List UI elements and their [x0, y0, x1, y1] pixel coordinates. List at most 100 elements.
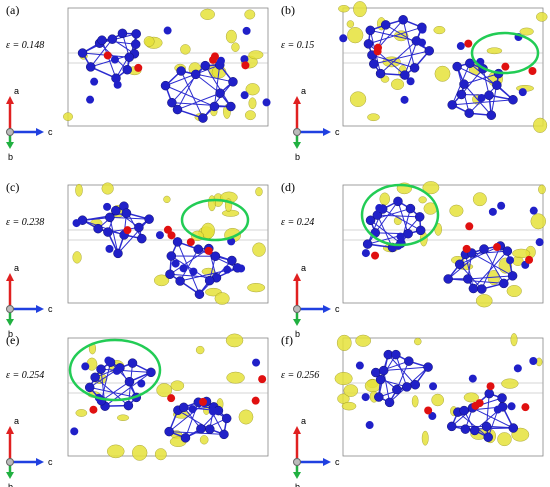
bond	[169, 431, 225, 435]
arrow-b	[6, 142, 14, 149]
isosurface	[200, 8, 215, 20]
isosurface	[334, 371, 353, 386]
atom	[86, 95, 95, 104]
atom	[104, 356, 113, 365]
isosurface	[338, 5, 350, 13]
atom	[123, 400, 134, 411]
isosurface	[418, 196, 427, 204]
arrow-a	[6, 273, 14, 281]
atom	[468, 283, 479, 294]
oxygen-atom	[103, 51, 112, 60]
isosurface	[486, 47, 503, 55]
bond	[165, 85, 215, 107]
atom	[209, 101, 220, 112]
atom	[378, 365, 389, 376]
isosurface	[449, 204, 464, 217]
atom	[176, 66, 186, 76]
bond	[383, 370, 391, 403]
atom	[375, 68, 386, 79]
atom	[469, 425, 480, 436]
axis-label: c	[48, 457, 53, 467]
atom	[446, 421, 457, 432]
atom	[365, 421, 374, 430]
atom	[163, 26, 172, 35]
bond	[472, 407, 514, 429]
isosurface	[475, 294, 493, 308]
oxygen-atom	[374, 43, 383, 52]
panel-label: (b)	[281, 3, 295, 17]
isosurface	[106, 444, 125, 459]
isosurface	[226, 371, 245, 384]
atom	[242, 26, 251, 35]
atom	[355, 361, 364, 370]
isosurface	[225, 333, 244, 348]
atom	[105, 212, 115, 223]
oxygen-atom	[258, 375, 267, 384]
atom	[443, 274, 453, 284]
isosurface	[75, 183, 83, 197]
atom	[369, 59, 379, 69]
atom	[415, 225, 426, 236]
oxygen-atom	[163, 225, 172, 234]
bond	[380, 40, 417, 74]
atom	[122, 64, 132, 75]
bond	[467, 275, 513, 280]
atom	[196, 424, 206, 434]
strain-label: ε = 0.254	[6, 370, 44, 381]
bond	[387, 354, 416, 386]
atom	[131, 29, 141, 39]
atom	[124, 376, 135, 387]
isosurface	[411, 395, 419, 408]
atom	[429, 382, 438, 391]
atom	[146, 367, 156, 378]
axis-label: c	[335, 304, 340, 314]
atom	[508, 95, 518, 105]
atom	[481, 421, 492, 432]
highlight-ellipse	[470, 31, 540, 75]
oxygen-atom	[198, 397, 207, 406]
oxygen-atom	[462, 244, 471, 253]
atom	[262, 98, 271, 107]
arrow-b	[293, 319, 301, 326]
panel: (d) ε = 0.24 a c b	[281, 180, 546, 339]
atom	[400, 95, 409, 104]
atom	[189, 267, 198, 276]
isosurface	[353, 1, 367, 18]
atom	[97, 35, 107, 45]
atom	[237, 264, 246, 273]
bond	[473, 250, 508, 289]
panel-label: (e)	[6, 333, 19, 347]
atom	[216, 56, 225, 65]
isosurface	[247, 282, 266, 293]
atom	[121, 208, 132, 218]
oxygen-atom	[501, 62, 510, 71]
atom	[447, 100, 457, 110]
isosurface	[343, 384, 359, 397]
isosurface	[252, 242, 266, 257]
atom	[227, 255, 237, 266]
isosurface	[497, 432, 512, 447]
bond	[115, 210, 140, 228]
atom	[179, 402, 189, 413]
atom	[172, 237, 183, 247]
oxygen-atom	[528, 66, 537, 75]
isosurface	[180, 44, 191, 55]
isosurface	[244, 9, 256, 20]
atom	[127, 358, 138, 368]
bond	[117, 218, 150, 254]
atom	[456, 89, 467, 100]
axis-label: b	[295, 152, 300, 162]
bond	[486, 393, 490, 427]
oxygen-atom	[134, 63, 143, 72]
arrow-b	[293, 472, 301, 479]
isosurface	[512, 248, 531, 259]
arrow-c	[323, 128, 331, 136]
bond	[179, 248, 199, 282]
panel: (a) ε = 0.148 a c b	[6, 3, 271, 162]
axis-label: c	[48, 304, 53, 314]
isosurface	[244, 110, 256, 121]
isosurface	[346, 20, 355, 28]
isosurface	[472, 192, 487, 207]
atom	[155, 231, 164, 240]
atom	[463, 274, 473, 284]
